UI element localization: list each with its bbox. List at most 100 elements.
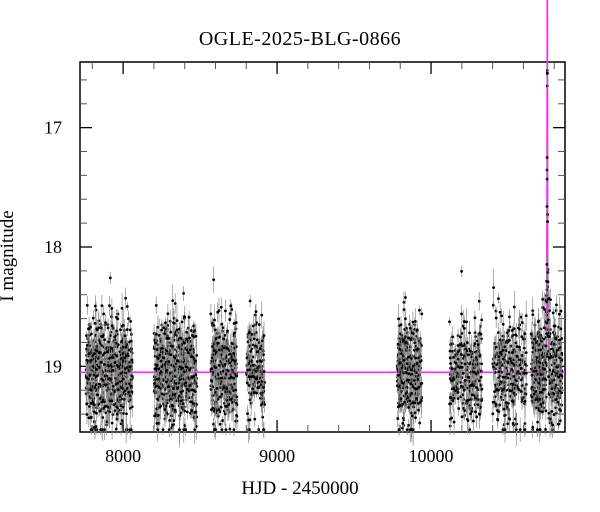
data-point xyxy=(475,358,478,361)
data-point xyxy=(185,331,188,334)
data-point xyxy=(420,382,423,385)
data-point xyxy=(229,398,232,401)
data-point xyxy=(263,334,266,337)
data-point xyxy=(460,381,463,384)
data-point xyxy=(160,347,163,350)
data-point xyxy=(457,391,460,394)
data-point xyxy=(408,355,411,358)
data-point xyxy=(172,365,175,368)
data-point xyxy=(415,397,418,400)
data-point xyxy=(492,286,495,289)
data-point xyxy=(179,337,182,340)
data-point xyxy=(100,361,103,364)
data-point xyxy=(100,401,103,404)
data-point xyxy=(169,353,172,356)
data-point xyxy=(220,380,223,383)
data-point xyxy=(255,392,258,395)
data-point xyxy=(86,304,89,307)
data-point xyxy=(171,299,174,302)
data-point xyxy=(181,390,184,393)
data-point xyxy=(211,356,214,359)
plot-svg-canvas[interactable]: 8000 9000 10000171819 xyxy=(0,0,600,512)
data-point xyxy=(86,413,89,416)
data-point xyxy=(515,428,518,431)
data-point xyxy=(85,377,88,380)
data-point xyxy=(120,386,123,389)
data-point xyxy=(507,329,510,332)
data-point xyxy=(502,323,505,326)
data-point xyxy=(254,345,257,348)
data-point xyxy=(213,319,216,322)
data-point xyxy=(220,306,223,309)
data-point xyxy=(480,362,483,365)
data-point xyxy=(212,324,215,327)
data-point xyxy=(468,362,471,365)
data-point xyxy=(222,370,225,373)
data-point xyxy=(411,415,414,418)
data-point xyxy=(98,383,101,386)
data-point xyxy=(186,388,189,391)
data-point xyxy=(226,347,229,350)
data-point xyxy=(174,409,177,412)
data-point xyxy=(402,372,405,375)
data-point xyxy=(463,389,466,392)
data-point xyxy=(478,379,481,382)
data-point xyxy=(468,331,471,334)
data-point xyxy=(257,428,260,431)
data-point xyxy=(457,350,460,353)
data-point xyxy=(153,375,156,378)
data-point xyxy=(410,368,413,371)
data-point xyxy=(101,354,104,357)
data-point xyxy=(477,343,480,346)
data-point xyxy=(491,412,494,415)
data-point xyxy=(468,428,471,431)
data-point xyxy=(396,417,399,420)
data-point xyxy=(511,351,514,354)
data-point xyxy=(85,359,88,362)
data-points-group[interactable] xyxy=(85,57,563,447)
data-point xyxy=(153,382,156,385)
data-point xyxy=(166,337,169,340)
data-point xyxy=(183,342,186,345)
data-point xyxy=(521,354,524,357)
data-point xyxy=(417,409,420,412)
data-point xyxy=(418,309,421,312)
data-point xyxy=(475,356,478,359)
data-point xyxy=(162,364,165,367)
data-point xyxy=(100,378,103,381)
data-point xyxy=(465,400,468,403)
data-point xyxy=(508,315,511,318)
data-point xyxy=(235,414,238,417)
data-point xyxy=(167,360,170,363)
data-point xyxy=(397,317,400,320)
data-point xyxy=(180,348,183,351)
data-point xyxy=(223,363,226,366)
data-point xyxy=(449,418,452,421)
data-point xyxy=(261,339,264,342)
data-point xyxy=(106,350,109,353)
data-point xyxy=(181,408,184,411)
data-point xyxy=(262,428,265,431)
data-point xyxy=(121,419,124,422)
data-point xyxy=(462,372,465,375)
data-point xyxy=(222,346,225,349)
data-point xyxy=(468,404,471,407)
data-point xyxy=(124,297,127,300)
data-point xyxy=(95,368,98,371)
data-point xyxy=(194,359,197,362)
data-point xyxy=(460,385,463,388)
data-point xyxy=(214,391,217,394)
data-point xyxy=(217,408,220,411)
data-point xyxy=(401,427,404,430)
data-point xyxy=(128,383,131,386)
data-point xyxy=(399,361,402,364)
data-point xyxy=(182,292,185,295)
data-point xyxy=(254,314,257,317)
data-point xyxy=(189,348,192,351)
data-point xyxy=(400,323,403,326)
data-point xyxy=(414,320,417,323)
data-point xyxy=(469,384,472,387)
data-point xyxy=(401,422,404,425)
data-point xyxy=(497,331,500,334)
data-point xyxy=(409,327,412,330)
